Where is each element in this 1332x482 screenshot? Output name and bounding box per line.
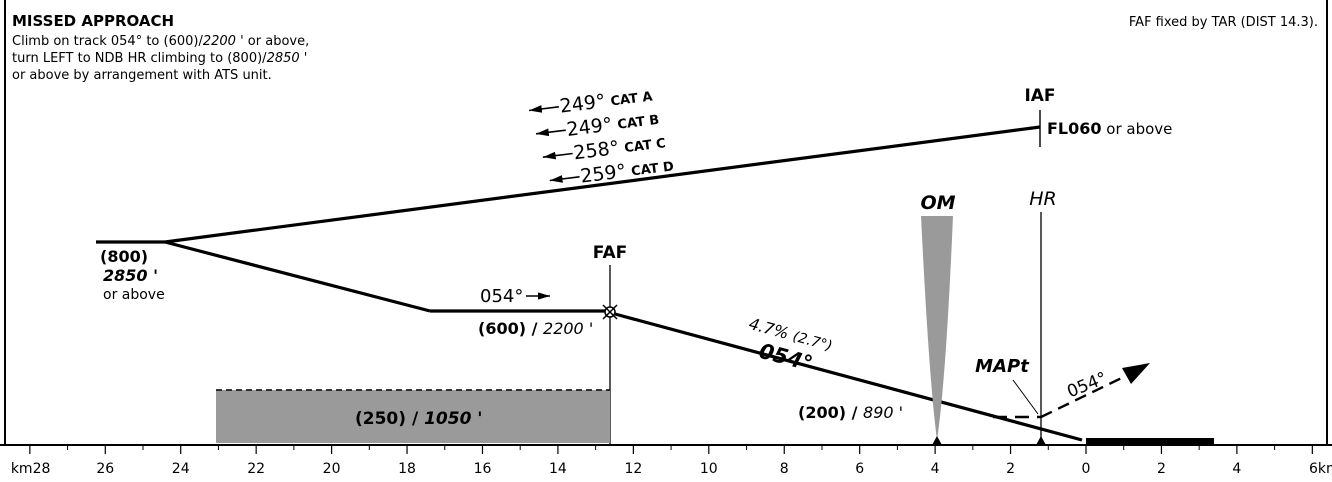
svg-text:CAT D: CAT D xyxy=(630,159,674,179)
missed-approach-path xyxy=(1040,369,1137,419)
scale-label: 2 xyxy=(1006,461,1015,477)
om-altitude: (200) / 890 ' xyxy=(798,403,903,422)
scale-label: 2 xyxy=(1157,461,1166,477)
faf-note: FAF fixed by TAR (DIST 14.3). xyxy=(1129,15,1318,30)
left-alt-qnh: 2850 ' xyxy=(103,266,158,285)
iaf-label: IAF xyxy=(1024,86,1055,106)
scale-label: 4 xyxy=(931,461,940,477)
final-approach-line xyxy=(614,312,1083,442)
segment-track-label: 054° xyxy=(480,286,523,307)
missed-approach-line1: Climb on track 054° to (600)/2200 ' or a… xyxy=(12,34,309,49)
svg-text:249°: 249° xyxy=(565,114,613,141)
scale-label: 18 xyxy=(398,461,416,477)
obstacle-clearance-box xyxy=(216,390,610,443)
scale-label: 10 xyxy=(700,461,718,477)
scale-label: 0 xyxy=(1082,461,1091,477)
missed-approach-title: MISSED APPROACH xyxy=(12,12,174,30)
svg-text:258°: 258° xyxy=(572,137,620,164)
runway xyxy=(1086,438,1214,445)
missed-approach-line3: or above by arrangement with ATS unit. xyxy=(12,68,272,83)
om-label: OM xyxy=(920,192,955,214)
scale-label: 24 xyxy=(172,461,190,477)
track-cat-b: 249° CAT B xyxy=(535,113,660,141)
missed-approach-line2: turn LEFT to NDB HR climbing to (800)/28… xyxy=(12,51,307,66)
svg-text:249°: 249° xyxy=(559,90,607,117)
distance-scale: km2826242220181614121086420246km xyxy=(11,445,1332,477)
svg-text:CAT B: CAT B xyxy=(617,113,660,133)
left-alt-qfe: (800) xyxy=(100,247,148,266)
mapt-leader-line xyxy=(1012,379,1039,415)
scale-label: 6 xyxy=(855,461,864,477)
missed-track-label: 054° xyxy=(1064,368,1109,402)
hr-label: HR xyxy=(1029,188,1057,210)
initial-segment-line xyxy=(164,125,1041,244)
om-ground-marker xyxy=(932,436,942,445)
mapt-label: MAPt xyxy=(975,356,1030,377)
faf-altitude: (600) / 2200 ' xyxy=(478,319,593,338)
scale-label: 4 xyxy=(1232,461,1241,477)
iaf-level: FL060 or above xyxy=(1047,119,1172,138)
scale-label: 6km xyxy=(1309,461,1332,477)
scale-label: 26 xyxy=(96,461,114,477)
scale-label: km28 xyxy=(11,461,51,477)
outer-marker-cone xyxy=(921,216,953,440)
descent-segment xyxy=(164,240,431,313)
scale-label: 20 xyxy=(323,461,341,477)
scale-label: 8 xyxy=(780,461,789,477)
svg-text:CAT C: CAT C xyxy=(624,136,667,156)
faf-fix-symbol xyxy=(602,304,618,320)
track-cat-d: 259° CAT D xyxy=(549,159,675,188)
scale-label: 12 xyxy=(624,461,642,477)
scale-label: 16 xyxy=(474,461,492,477)
track-cat-c: 258° CAT C xyxy=(542,136,667,164)
svg-text:CAT A: CAT A xyxy=(610,89,654,109)
missed-approach-arrowhead xyxy=(1122,363,1150,384)
left-alt-suffix: or above xyxy=(103,287,165,303)
scale-label: 14 xyxy=(549,461,567,477)
scale-label: 22 xyxy=(247,461,265,477)
hr-ground-marker xyxy=(1036,436,1046,445)
obstacle-clearance-label: (250) / 1050 ' xyxy=(355,409,483,429)
faf-label: FAF xyxy=(593,243,627,263)
